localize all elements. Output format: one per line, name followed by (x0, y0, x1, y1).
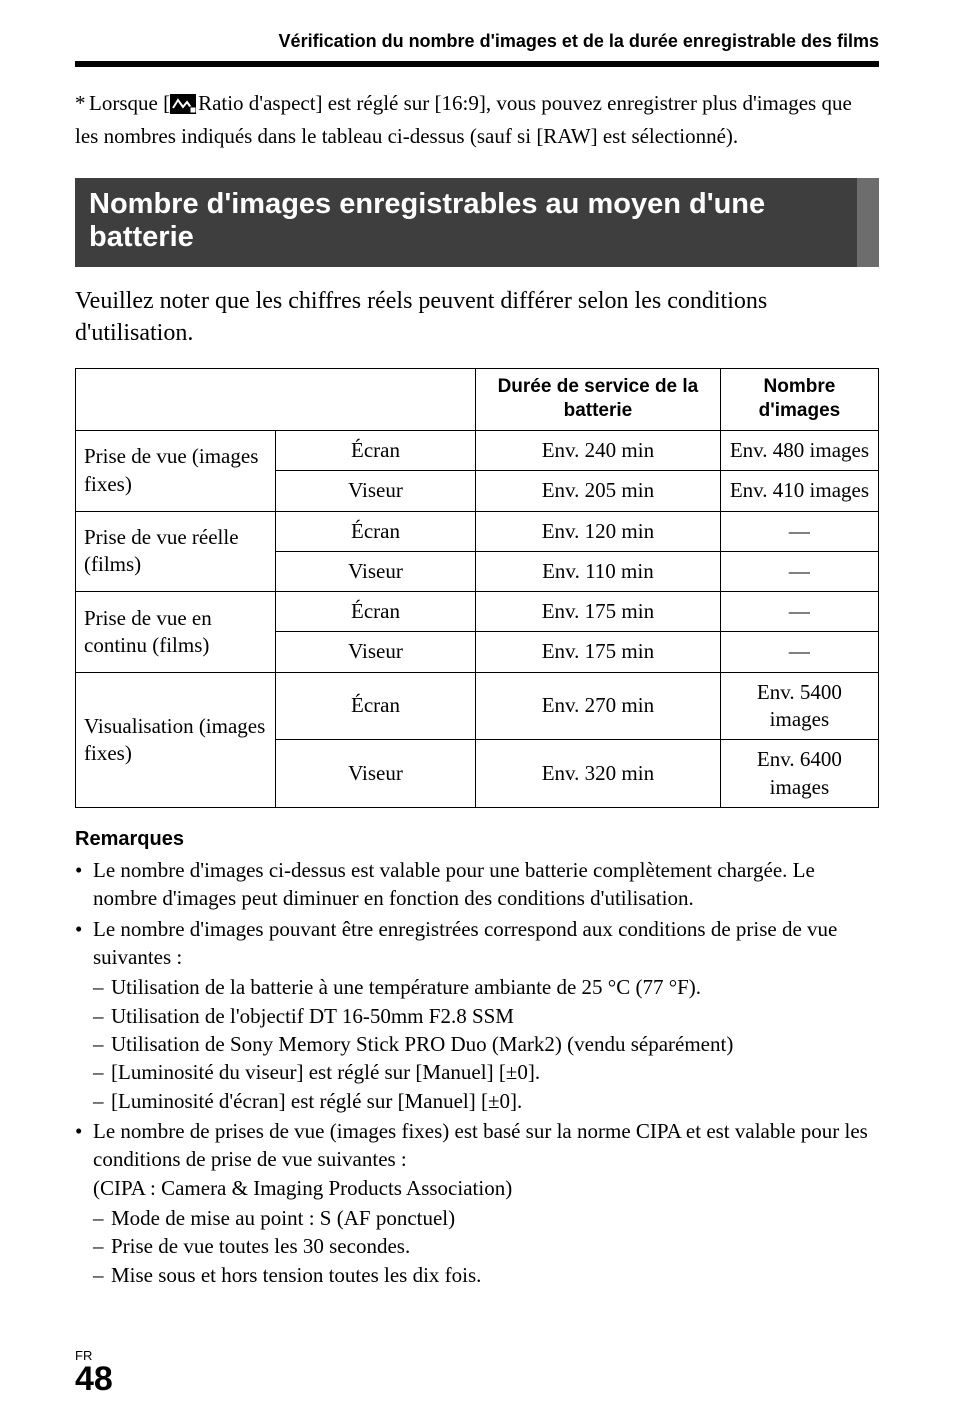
table-count: Env. 410 images (720, 471, 878, 511)
table-header-blank (76, 368, 476, 430)
notes-list: Le nombre d'images ci-dessus est valable… (75, 856, 879, 1289)
table-group-label: Prise de vue réelle (films) (76, 511, 276, 592)
notes-subitem: Mise sous et hors tension toutes les dix… (93, 1261, 879, 1289)
table-row: Prise de vue (images fixes)ÉcranEnv. 240… (76, 430, 879, 470)
table-count: Env. 6400 images (720, 740, 878, 808)
table-row: Visualisation (images fixes)ÉcranEnv. 27… (76, 672, 879, 740)
notes-subitem: Utilisation de l'objectif DT 16-50mm F2.… (93, 1002, 879, 1030)
table-sub-label: Écran (276, 430, 476, 470)
section-title: Nombre d'images enregistrables au moyen … (75, 178, 879, 267)
aspect-ratio-icon (170, 93, 196, 121)
notes-heading: Remarques (75, 826, 879, 852)
notes-item-text: Le nombre d'images pouvant être enregist… (93, 917, 837, 969)
table-header-count: Nombre d'images (720, 368, 878, 430)
table-sub-label: Écran (276, 672, 476, 740)
table-count: — (720, 632, 878, 672)
page-number: 48 (75, 1362, 879, 1396)
notes-subitem: Prise de vue toutes les 30 secondes. (93, 1232, 879, 1260)
table-group-label: Visualisation (images fixes) (76, 672, 276, 807)
battery-table: Durée de service de la batterie Nombre d… (75, 368, 879, 808)
battery-table-body: Prise de vue (images fixes)ÉcranEnv. 240… (76, 430, 879, 807)
notes-subitem: [Luminosité d'écran] est réglé sur [Manu… (93, 1087, 879, 1115)
notes-subitem: Utilisation de la batterie à une tempéra… (93, 973, 879, 1001)
table-duration: Env. 110 min (476, 551, 721, 591)
table-count: Env. 480 images (720, 430, 878, 470)
notes-subitem: Mode de mise au point : S (AF ponctuel) (93, 1204, 879, 1232)
table-header-row: Durée de service de la batterie Nombre d… (76, 368, 879, 430)
table-header-duration: Durée de service de la batterie (476, 368, 721, 430)
notes-subitem: Utilisation de Sony Memory Stick PRO Duo… (93, 1030, 879, 1058)
table-row: Prise de vue réelle (films)ÉcranEnv. 120… (76, 511, 879, 551)
table-duration: Env. 175 min (476, 632, 721, 672)
notes-item: Le nombre de prises de vue (images fixes… (75, 1117, 879, 1289)
running-header: Vérification du nombre d'images et de la… (75, 30, 879, 53)
table-duration: Env. 175 min (476, 592, 721, 632)
table-sub-label: Viseur (276, 632, 476, 672)
page-footer: FR 48 (75, 1349, 879, 1396)
notes-item-extra: (CIPA : Camera & Imaging Products Associ… (93, 1176, 512, 1200)
notes-sublist: Utilisation de la batterie à une tempéra… (93, 973, 879, 1115)
table-count: — (720, 592, 878, 632)
table-count: Env. 5400 images (720, 672, 878, 740)
footnote-marker: * (75, 89, 89, 117)
notes-sublist: Mode de mise au point : S (AF ponctuel)P… (93, 1204, 879, 1289)
footnote-text-before: Lorsque [ (89, 91, 170, 115)
table-count: — (720, 551, 878, 591)
table-count: — (720, 511, 878, 551)
table-duration: Env. 320 min (476, 740, 721, 808)
table-sub-label: Écran (276, 592, 476, 632)
table-group-label: Prise de vue en continu (films) (76, 592, 276, 673)
header-rule (75, 61, 879, 67)
table-duration: Env. 240 min (476, 430, 721, 470)
table-sub-label: Écran (276, 511, 476, 551)
notes-item-text: Le nombre d'images ci-dessus est valable… (93, 858, 815, 910)
notes-item: Le nombre d'images ci-dessus est valable… (75, 856, 879, 913)
table-sub-label: Viseur (276, 551, 476, 591)
aspect-ratio-footnote: *Lorsque [Ratio d'aspect] est réglé sur … (75, 89, 879, 150)
table-sub-label: Viseur (276, 471, 476, 511)
table-row: Prise de vue en continu (films)ÉcranEnv.… (76, 592, 879, 632)
section-intro: Veuillez noter que les chiffres réels pe… (75, 285, 879, 350)
table-sub-label: Viseur (276, 740, 476, 808)
table-duration: Env. 120 min (476, 511, 721, 551)
table-duration: Env. 205 min (476, 471, 721, 511)
table-group-label: Prise de vue (images fixes) (76, 430, 276, 511)
table-duration: Env. 270 min (476, 672, 721, 740)
notes-item-text: Le nombre de prises de vue (images fixes… (93, 1119, 868, 1171)
page-language: FR (75, 1349, 879, 1362)
notes-item: Le nombre d'images pouvant être enregist… (75, 915, 879, 1115)
notes-subitem: [Luminosité du viseur] est réglé sur [Ma… (93, 1058, 879, 1086)
